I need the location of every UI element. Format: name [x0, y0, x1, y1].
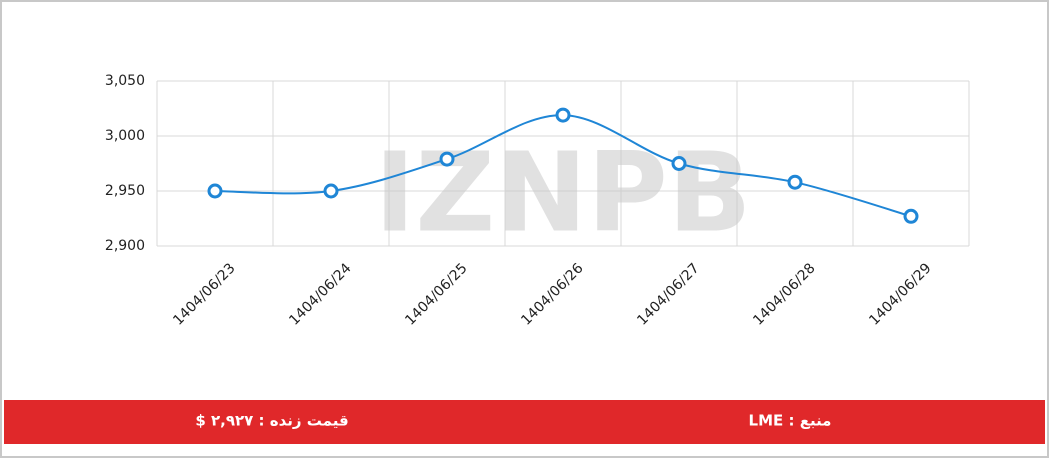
- point: [323, 183, 339, 199]
- y-tick-label: 2,950: [105, 183, 145, 199]
- y-tick-label: 2,900: [105, 238, 145, 254]
- point: [439, 151, 455, 167]
- grid: [156, 80, 970, 247]
- point: [787, 174, 803, 190]
- y-tick-label: 3,000: [105, 128, 145, 144]
- point: [903, 208, 919, 224]
- footer-source: منبع : LME: [749, 412, 832, 430]
- footer-bar: [4, 400, 1045, 444]
- y-tick-label: 3,050: [105, 73, 145, 89]
- footer-price: قیمت زنده : ۲,۹۲۷ $: [195, 412, 348, 430]
- point: [555, 107, 571, 123]
- watermark: IZNPB: [374, 128, 751, 256]
- point: [671, 156, 687, 171]
- point: [207, 183, 223, 199]
